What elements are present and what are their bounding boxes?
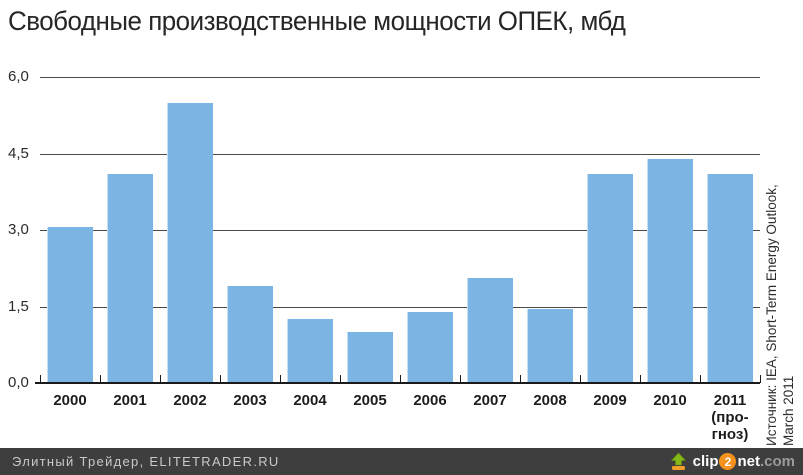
source-note-line1: Источник: IEA, Short-Term Energy Outlook…	[764, 184, 779, 446]
x-axis-tick	[40, 375, 41, 383]
x-axis-label-2008: 2008	[533, 392, 567, 409]
bar-2008	[527, 309, 573, 383]
x-axis-tick	[340, 375, 341, 383]
x-axis-label-2006: 2006	[413, 392, 447, 409]
gridline-4,5	[40, 153, 760, 155]
gridline-1,5	[40, 306, 760, 308]
source-note: Источник: IEA, Short-Term Energy Outlook…	[763, 32, 799, 446]
y-axis-label-4,5: 4,5	[8, 144, 29, 162]
x-axis-label-2009: 2009	[593, 392, 627, 409]
gridline-6,0	[40, 77, 760, 78]
upload-arrow-icon	[670, 452, 686, 470]
bar-2011	[707, 173, 753, 383]
bar-2003	[227, 286, 273, 383]
source-note-line2: March 2011	[781, 375, 796, 446]
bar-2006	[407, 311, 453, 383]
x-axis-label-2005: 2005	[353, 392, 387, 409]
x-axis-tick	[100, 375, 101, 383]
y-axis-label-1,5: 1,5	[8, 297, 29, 315]
logo-net-text: net	[737, 453, 760, 470]
gridline-3,0	[40, 230, 760, 231]
x-axis-tick	[700, 375, 701, 383]
bar-2002	[167, 102, 213, 383]
bar-2009	[587, 173, 633, 383]
x-axis-tick	[640, 375, 641, 383]
footer-bar: Элитный Трейдер, ELITETRADER.RU clip 2 n…	[0, 448, 803, 475]
x-axis-label-2007: 2007	[473, 392, 507, 409]
y-axis-label-3,0: 3,0	[8, 221, 29, 238]
logo-2-badge: 2	[719, 453, 737, 470]
logo-clip-text: clip	[692, 453, 719, 470]
chart-title: Свободные производственные мощности ОПЕК…	[8, 6, 626, 36]
bar-2005	[347, 332, 393, 383]
bar-2004	[287, 319, 333, 383]
y-axis-label-6,0: 6,0	[8, 68, 29, 85]
x-axis-label-2011: 2011 (про-гноз)	[711, 392, 749, 443]
y-axis-label-0,0: 0,0	[8, 374, 29, 391]
x-axis-label-2004: 2004	[293, 392, 327, 409]
footer-credit: Элитный Трейдер, ELITETRADER.RU	[12, 454, 280, 469]
x-axis-label-2003: 2003	[233, 392, 267, 409]
x-axis-label-2000: 2000	[53, 392, 87, 409]
bar-2001	[107, 173, 153, 383]
bar-2007	[467, 278, 513, 383]
x-axis-line	[35, 382, 760, 384]
bar-2010	[647, 158, 693, 383]
x-axis-tick	[520, 375, 521, 383]
x-axis-label-2001: 2001	[113, 392, 147, 409]
x-axis-tick	[400, 375, 401, 383]
x-axis-tick	[160, 375, 161, 383]
x-axis-tick	[580, 375, 581, 383]
clip2net-logo: clip 2 net .com	[669, 452, 795, 471]
x-axis-tick	[760, 375, 761, 383]
x-axis-tick	[220, 375, 221, 383]
x-axis-tick	[280, 375, 281, 383]
x-axis-label-2010: 2010	[653, 392, 687, 409]
x-axis-tick	[460, 375, 461, 383]
logo-com-text: .com	[759, 453, 795, 470]
x-axis-label-2002: 2002	[173, 392, 207, 409]
bar-2000	[47, 227, 93, 383]
